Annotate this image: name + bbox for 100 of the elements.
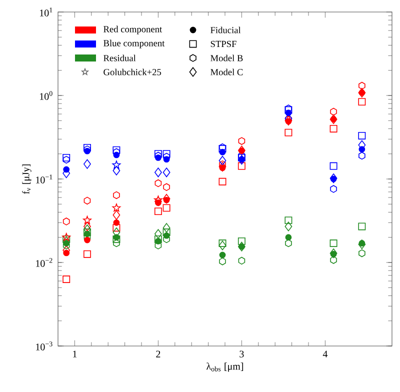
annotation: Blue component: [104, 40, 165, 48]
point: [219, 148, 226, 156]
point: [285, 110, 292, 116]
point: [218, 240, 226, 250]
x-tick-label: 4: [322, 350, 328, 358]
x-tick-label: 1: [73, 350, 77, 358]
point: [219, 252, 226, 258]
point: [238, 137, 246, 145]
x-tick-label: 3: [240, 350, 244, 358]
point: [330, 240, 338, 247]
point: [162, 194, 170, 204]
point: [162, 228, 170, 236]
point: [83, 250, 91, 258]
point: [218, 240, 226, 247]
y-tick-label: 10$^{−2}$: [36, 258, 52, 267]
point: [330, 176, 337, 182]
point: [238, 162, 246, 170]
point: [112, 166, 120, 176]
point: [155, 238, 162, 244]
point: [219, 258, 226, 266]
point: [62, 154, 70, 162]
point: [154, 229, 162, 239]
point: [163, 156, 170, 163]
point: [154, 168, 162, 178]
point: [154, 235, 162, 243]
point: [284, 222, 292, 232]
y-tick-label: 10$^{0}$: [40, 91, 52, 100]
point: [162, 204, 170, 212]
point: [358, 240, 366, 246]
point: [63, 166, 70, 173]
annotation: Residual: [104, 54, 136, 62]
y-tick-label: 10$^{1}$: [40, 8, 52, 16]
point: [113, 219, 120, 226]
point: [83, 216, 92, 224]
point: [238, 256, 246, 265]
point: [112, 204, 121, 212]
point: [218, 178, 226, 186]
point: [112, 210, 120, 220]
point: [330, 250, 337, 258]
point: [238, 237, 246, 245]
point: [285, 118, 292, 125]
point: [358, 152, 366, 160]
point: [358, 222, 366, 230]
point: [358, 132, 366, 140]
point: [162, 223, 170, 233]
point: [154, 179, 162, 188]
point: [330, 256, 337, 264]
point: [62, 218, 70, 226]
point: [84, 222, 91, 232]
point: [162, 168, 170, 178]
point: [358, 240, 366, 250]
point: [154, 208, 162, 216]
point: [285, 239, 292, 248]
point: [163, 183, 170, 191]
point: [63, 240, 70, 246]
point: [330, 124, 338, 132]
point: [330, 173, 338, 184]
point: [358, 82, 366, 90]
point: [84, 159, 91, 169]
point: [62, 232, 71, 241]
y-tick-label: 10$^{−3}$: [36, 342, 52, 350]
y-axis-title: f$_{ν}$ [μJy]: [22, 164, 32, 194]
point: [358, 146, 366, 152]
point: [358, 249, 366, 258]
point: [219, 164, 226, 172]
point: [155, 154, 162, 161]
point: [84, 196, 91, 205]
y-tick-label: 10$^{−1}$: [36, 174, 52, 184]
point: [284, 216, 292, 224]
point: [285, 234, 292, 241]
point: [163, 196, 170, 204]
point: [63, 250, 70, 256]
point: [330, 108, 337, 116]
point: [112, 146, 120, 154]
x-tick-label: 2: [156, 350, 160, 358]
annotation: Model C: [210, 68, 243, 76]
point: [154, 150, 162, 158]
annotation: Fiducial: [210, 26, 241, 34]
point: [113, 152, 120, 158]
point: [112, 224, 120, 232]
point: [218, 156, 226, 166]
point: [163, 232, 170, 239]
point: [330, 162, 338, 170]
point: [218, 162, 226, 172]
point: [62, 156, 70, 164]
point: [162, 150, 170, 158]
point: [112, 160, 121, 169]
annotation: STPSF: [210, 40, 236, 48]
point: [284, 128, 292, 136]
point: [330, 248, 338, 258]
point: [84, 236, 90, 244]
point: [218, 145, 226, 153]
point: [113, 239, 120, 248]
point: [155, 200, 162, 206]
annotation: Model B: [210, 54, 243, 62]
point: [113, 191, 120, 200]
x-axis-title: λ$_{obs}$ [μm]: [206, 362, 244, 372]
point: [358, 98, 366, 106]
point: [62, 276, 70, 283]
annotation: Golubchick+25: [104, 68, 162, 76]
